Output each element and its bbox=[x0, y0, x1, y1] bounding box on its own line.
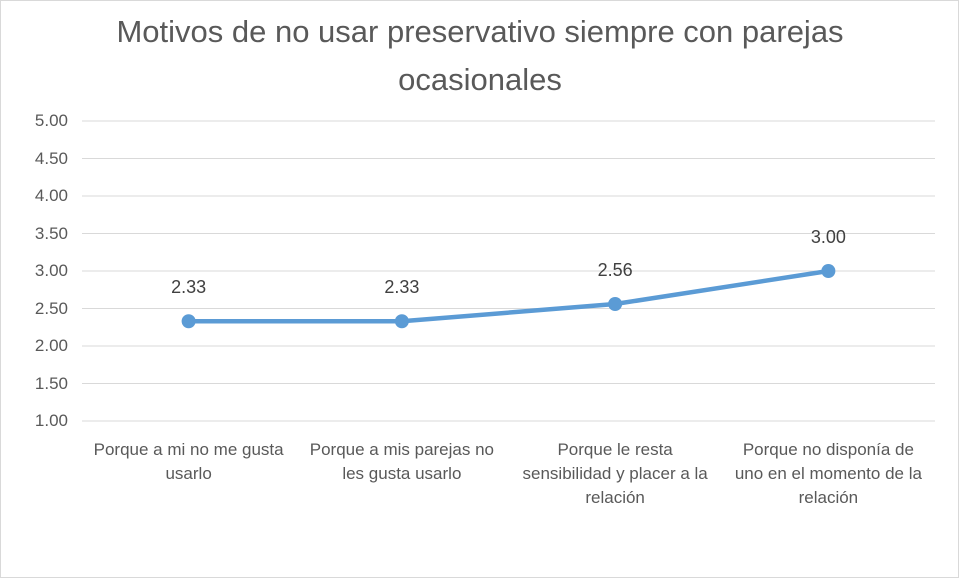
y-tick-label: 3.00 bbox=[34, 261, 68, 280]
x-tick-label: Porque a mi no me gusta usarlo bbox=[93, 440, 284, 483]
data-label: 2.56 bbox=[597, 260, 633, 280]
y-tick-label: 4.50 bbox=[34, 148, 68, 168]
y-tick-label: 4.00 bbox=[34, 186, 68, 205]
y-tick-label: 5.00 bbox=[34, 111, 68, 130]
line bbox=[186, 268, 831, 324]
marker bbox=[821, 264, 836, 278]
marker bbox=[608, 297, 623, 311]
y-tick-label: 1.50 bbox=[34, 373, 68, 393]
y-tick-label: 2.50 bbox=[34, 298, 68, 318]
x-tick-label: Porque a mis parejas no les gusta usarlo bbox=[309, 440, 495, 483]
x-tick-label: Porque le resta sensibilidad y placer a … bbox=[522, 440, 708, 507]
x-tick-label: Porque no disponía de uno en el momento … bbox=[734, 440, 922, 507]
y-tick-label: 2.00 bbox=[34, 336, 68, 355]
chart-title: Motivos de no usar preservativo siempre … bbox=[116, 14, 844, 97]
y-tick-label: 1.00 bbox=[34, 411, 68, 430]
marker bbox=[394, 314, 409, 329]
data-label: 3.00 bbox=[810, 227, 846, 247]
marker bbox=[181, 314, 196, 329]
y-tick-label: 3.50 bbox=[34, 223, 68, 243]
data-label: 2.33 bbox=[171, 277, 207, 298]
data-label: 2.33 bbox=[384, 277, 420, 298]
